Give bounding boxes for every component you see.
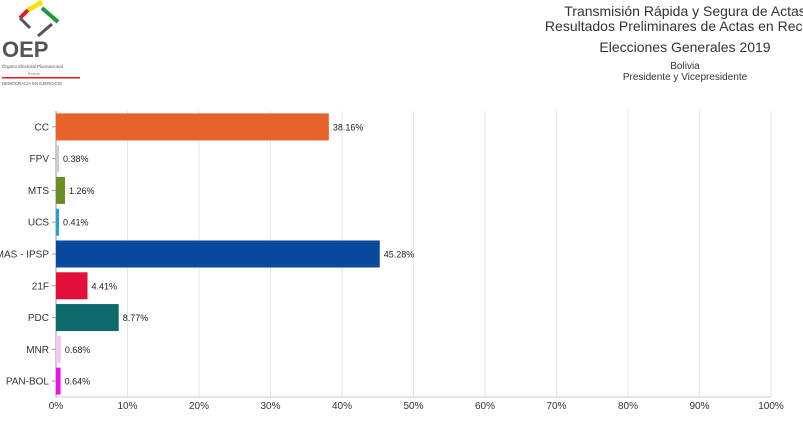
category-label: MAS - IPSP <box>0 250 49 261</box>
x-tick-label: 20% <box>189 401 209 412</box>
bar-mas-ipsp <box>56 240 380 268</box>
x-tick-label: 10% <box>117 401 137 412</box>
bar-pan-bol <box>56 367 61 395</box>
bar-mnr <box>56 335 61 363</box>
oep-logo: OEP Órgano Electoral Plurinacional Boliv… <box>2 0 80 86</box>
data-label: 0.38% <box>63 154 89 164</box>
data-label: 1.26% <box>69 186 95 196</box>
x-tick-label: 40% <box>332 401 352 412</box>
x-tick-label: 60% <box>475 401 495 412</box>
data-label: 8.77% <box>123 313 149 323</box>
category-label: PAN-BOL <box>6 377 50 388</box>
data-label: 0.68% <box>65 345 91 355</box>
data-label: 45.28% <box>384 250 415 260</box>
x-tick-label: 70% <box>546 401 566 412</box>
x-tick-label: 30% <box>260 401 280 412</box>
category-label: UCS <box>28 218 49 229</box>
x-tick-label: 50% <box>403 401 423 412</box>
svg-text:DEMOCRACIA EN EJERCICIO: DEMOCRACIA EN EJERCICIO <box>2 81 63 86</box>
bar-ucs <box>56 208 59 236</box>
header-line4: Bolivia <box>670 61 700 72</box>
bar-fpv <box>56 145 59 173</box>
header-line1: Transmisión Rápida y Segura de Actas <box>564 3 803 19</box>
category-label: MTS <box>28 186 49 197</box>
bar-21f <box>56 272 88 300</box>
data-label: 38.16% <box>333 122 364 132</box>
data-label: 4.41% <box>92 281 118 291</box>
x-tick-label: 90% <box>689 401 709 412</box>
x-tick-label: 80% <box>618 401 638 412</box>
svg-text:OEP: OEP <box>2 37 48 62</box>
x-tick-label: 100% <box>758 401 784 412</box>
bar-mts <box>56 176 66 204</box>
svg-text:Órgano Electoral Plurinacional: Órgano Electoral Plurinacional <box>2 63 63 69</box>
bar-pdc <box>56 304 119 332</box>
svg-text:Bolivia: Bolivia <box>28 71 41 76</box>
category-label: FPV <box>30 154 50 165</box>
header-line5: Presidente y Vicepresidente <box>622 72 748 83</box>
category-label: 21F <box>32 281 49 292</box>
x-tick-label: 0% <box>49 401 64 412</box>
data-label: 0.64% <box>65 377 91 387</box>
category-label: PDC <box>28 313 49 324</box>
header-line3: Elecciones Generales 2019 <box>599 39 771 55</box>
header-line2: Resultados Preliminares de Actas en Reci… <box>544 18 803 34</box>
bar-cc <box>56 113 329 141</box>
category-label: MNR <box>26 345 49 356</box>
category-label: CC <box>35 122 49 133</box>
data-label: 0.41% <box>63 218 89 228</box>
